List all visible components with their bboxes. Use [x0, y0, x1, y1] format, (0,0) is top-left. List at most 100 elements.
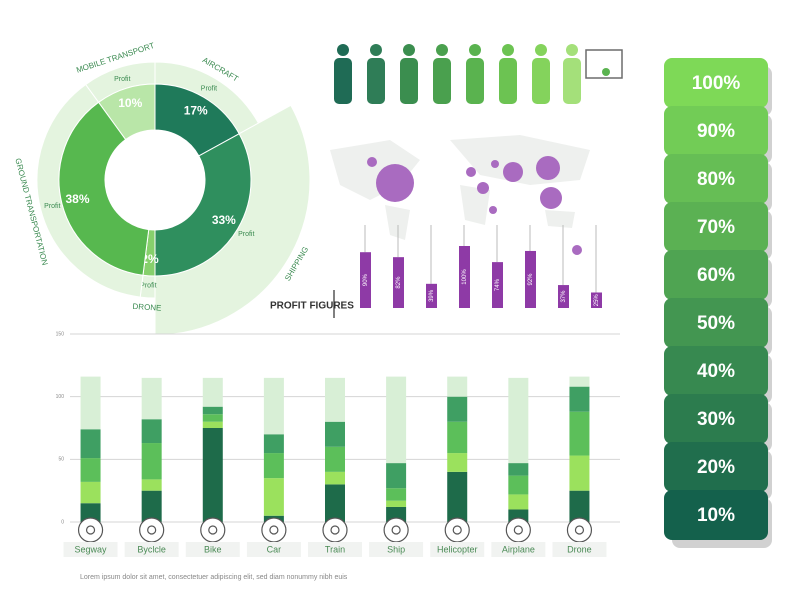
y-tick-label: 100	[56, 394, 65, 400]
level-label: 10%	[697, 505, 735, 526]
level-tile	[664, 202, 768, 252]
bar-segment	[141, 443, 162, 480]
value-label: 10%	[118, 96, 142, 110]
bar	[393, 257, 404, 308]
profit-label: Profit	[140, 283, 156, 290]
bar-segment	[141, 419, 162, 444]
level-tile	[664, 442, 768, 492]
bar-segment	[447, 376, 468, 397]
level-tile	[664, 394, 768, 444]
bar-segment	[447, 421, 468, 454]
category-icon	[505, 517, 531, 543]
bar-segment	[80, 503, 101, 522]
bar-segment	[80, 481, 101, 504]
bar-segment	[508, 475, 529, 495]
bar-segment	[386, 376, 407, 464]
profit-label: Profit	[201, 86, 217, 93]
category-icon	[383, 517, 409, 543]
bar	[591, 292, 602, 308]
bar-segment	[325, 377, 345, 422]
y-tick-label: 50	[58, 457, 64, 463]
level-label: 70%	[697, 217, 735, 238]
category-icon	[200, 517, 226, 543]
bar-segment	[386, 506, 407, 522]
label-pill	[124, 542, 179, 557]
world-map	[330, 135, 590, 255]
x-tick-label: Segway	[75, 544, 108, 554]
category-icon-glyph	[269, 525, 279, 535]
category-icon	[444, 517, 470, 543]
bar-segment	[447, 471, 468, 522]
y-tick-label: 150	[56, 331, 65, 337]
bar-segment	[263, 377, 284, 435]
bar-segment	[508, 463, 529, 476]
ring-segment	[154, 133, 252, 277]
category-icon-glyph	[85, 525, 96, 535]
bar-segment	[325, 421, 345, 447]
value-label: 39%	[429, 289, 435, 302]
level-label: 30%	[697, 409, 735, 430]
level-label: 80%	[697, 169, 735, 190]
bar	[459, 246, 470, 308]
profit-label: Profit	[114, 76, 130, 83]
level-label: 90%	[697, 121, 735, 142]
label-pill	[185, 542, 240, 557]
bar-segment	[263, 434, 284, 454]
category-icon	[261, 517, 287, 543]
x-tick-label: Helicopter	[437, 544, 478, 554]
bar	[426, 283, 437, 308]
bar-segment	[325, 446, 345, 472]
profit-label: Profit	[44, 203, 60, 210]
value-label: 100%	[462, 269, 468, 285]
bar	[360, 252, 371, 308]
label-pill	[246, 542, 301, 557]
label-pill	[430, 542, 485, 557]
label-pill	[491, 542, 546, 557]
bar-segment	[508, 494, 529, 510]
category-icon-glyph	[330, 525, 340, 535]
bar-segment	[263, 453, 284, 479]
bar-segment	[202, 414, 223, 422]
bar-segment	[569, 455, 590, 491]
category-icon-glyph	[391, 525, 401, 535]
ring-segment	[58, 101, 150, 276]
label-pill	[63, 542, 118, 557]
bar-segment	[386, 488, 407, 501]
category-icon	[139, 517, 165, 543]
category-icon-glyph	[452, 525, 462, 535]
level-label: 50%	[697, 313, 735, 334]
x-tick-label: Airplane	[502, 544, 535, 554]
bar-segment	[508, 377, 529, 464]
value-label: 74%	[495, 278, 501, 291]
bar-segment	[386, 500, 407, 507]
bar-segment	[569, 386, 590, 412]
value-label: 37%	[561, 290, 567, 303]
profit-label: Profit	[238, 231, 254, 238]
level-tile	[664, 490, 768, 540]
bar-segment	[386, 463, 407, 489]
category-icon-glyph	[208, 525, 218, 535]
bar-segment	[447, 396, 468, 422]
value-label: 17%	[184, 103, 208, 117]
bar-segment	[141, 490, 162, 522]
category-icon	[566, 517, 593, 543]
label-pill	[308, 542, 362, 557]
bar-segment	[325, 471, 345, 485]
bar-segment	[447, 453, 468, 472]
bar-segment	[325, 484, 345, 522]
level-label: 100%	[692, 73, 741, 94]
bar-segment	[263, 478, 284, 516]
x-tick-label: Train	[325, 544, 345, 554]
level-label: 60%	[697, 265, 735, 286]
x-tick-label: Bike	[204, 544, 222, 554]
value-label: 82%	[396, 276, 402, 289]
bar	[525, 250, 536, 308]
bar	[558, 285, 569, 308]
bar-segment	[569, 490, 590, 522]
category-icon	[322, 517, 348, 543]
category-icon-glyph	[513, 525, 523, 535]
x-tick-label: Drone	[567, 544, 592, 554]
bar-segment	[80, 458, 101, 482]
label-pill	[369, 542, 424, 557]
value-label: 92%	[528, 273, 534, 286]
